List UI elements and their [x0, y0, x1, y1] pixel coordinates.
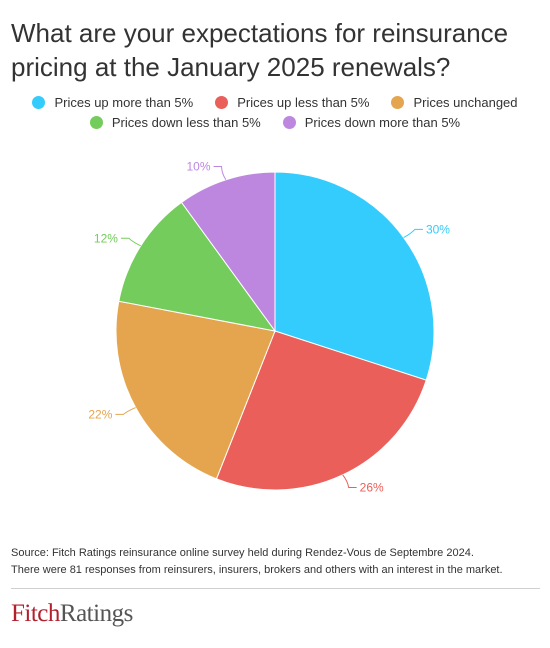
fitch-ratings-logo: FitchRatings: [11, 600, 133, 628]
leader-line-up-more: [403, 228, 423, 238]
legend-label: Prices down less than 5%: [111, 114, 261, 130]
footer-divider: [11, 588, 540, 589]
leader-line-down-less: [120, 237, 141, 247]
legend-row-1: Prices up more than 5% Prices up less th…: [0, 92, 550, 112]
chart-notes: Source: Fitch Ratings reinsurance online…: [11, 545, 541, 579]
legend-item-down-more[interactable]: Prices down more than 5%: [282, 114, 461, 130]
legend-label: Prices up less than 5%: [237, 94, 370, 110]
legend-label: Prices unchanged: [413, 94, 518, 110]
logo-fitch-text: Fitch: [11, 600, 60, 627]
leader-line-unchanged: [115, 407, 136, 415]
responses-note: There were 81 responses from reinsurers,…: [11, 564, 503, 576]
legend-label: Prices down more than 5%: [304, 114, 461, 130]
source-note: Source: Fitch Ratings reinsurance online…: [11, 547, 474, 559]
data-label-up-more: 30%: [426, 222, 450, 236]
data-label-down-more: 10%: [187, 159, 211, 173]
pie-chart: 30% 26% 22% 12% 10%: [88, 159, 450, 495]
leader-line-up-less: [342, 474, 357, 489]
logo-ratings-text: Ratings: [59, 600, 133, 627]
legend-label: Prices up more than 5%: [54, 94, 194, 110]
chart-title: What are your expectations for reinsuran…: [11, 18, 509, 82]
legend-item-down-less[interactable]: Prices down less than 5%: [89, 114, 261, 130]
data-label-down-less: 12%: [94, 231, 118, 245]
legend-swatch: [282, 115, 296, 129]
legend-swatch: [32, 95, 46, 109]
leader-line-down-more: [213, 165, 227, 181]
legend-item-up-more[interactable]: Prices up more than 5%: [32, 95, 193, 110]
legend-item-up-less[interactable]: Prices up less than 5%: [215, 95, 369, 110]
data-label-unchanged: 22%: [88, 407, 112, 421]
legend-swatch: [89, 115, 103, 129]
chart-legend: Prices up more than 5% Prices up less th…: [0, 92, 550, 132]
legend-row-2: Prices down less than 5% Prices down mor…: [0, 112, 550, 132]
legend-swatch: [215, 95, 229, 109]
legend-swatch: [391, 95, 405, 109]
legend-item-unchanged[interactable]: Prices unchanged: [391, 94, 518, 110]
data-label-up-less: 26%: [360, 481, 384, 495]
pie-slice-unchanged[interactable]: [115, 300, 276, 480]
pie-slice-up-more[interactable]: [274, 171, 435, 381]
pie-slice-up-less[interactable]: [215, 330, 427, 491]
